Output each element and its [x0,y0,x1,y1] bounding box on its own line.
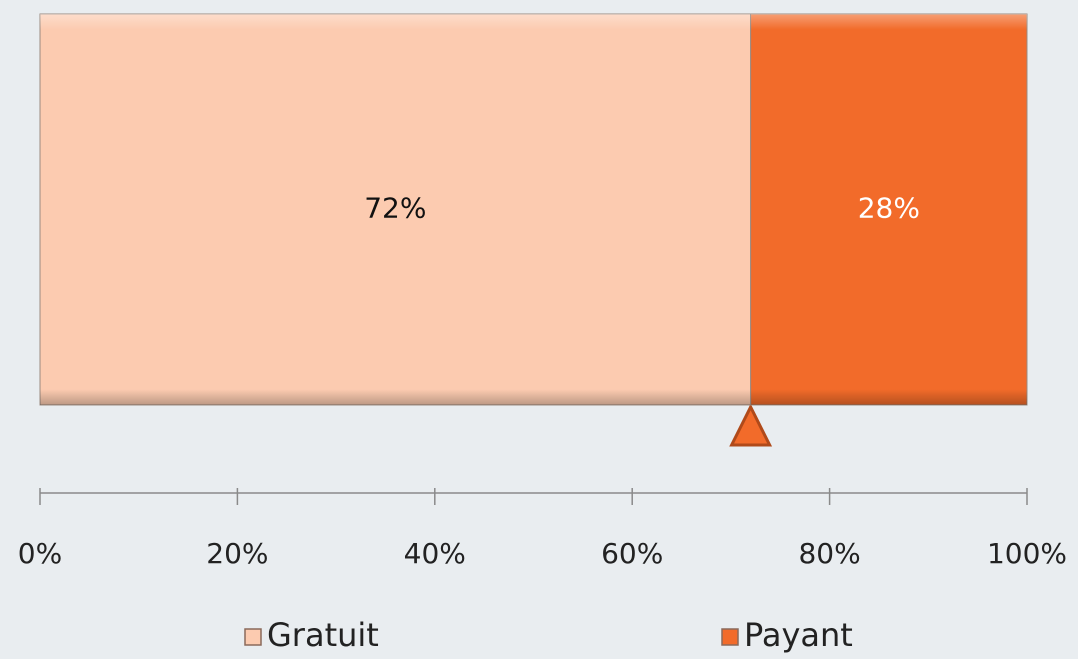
x-tick-label: 60% [601,537,663,570]
legend-swatch [721,628,739,646]
legend-text: Payant [744,616,853,654]
value-label: 72% [364,192,426,225]
bar-shade [40,14,751,405]
x-tick-label: 0% [18,537,62,570]
x-tick-label: 40% [404,537,466,570]
legend-swatch [244,628,262,646]
value-label: 28% [858,192,920,225]
bar-shade [750,14,1027,405]
x-tick-label: 100% [987,537,1067,570]
x-tick-label: 80% [798,537,860,570]
legend-text: Gratuit [267,616,379,654]
boundary-marker [729,403,773,447]
x-tick-label: 20% [206,537,268,570]
